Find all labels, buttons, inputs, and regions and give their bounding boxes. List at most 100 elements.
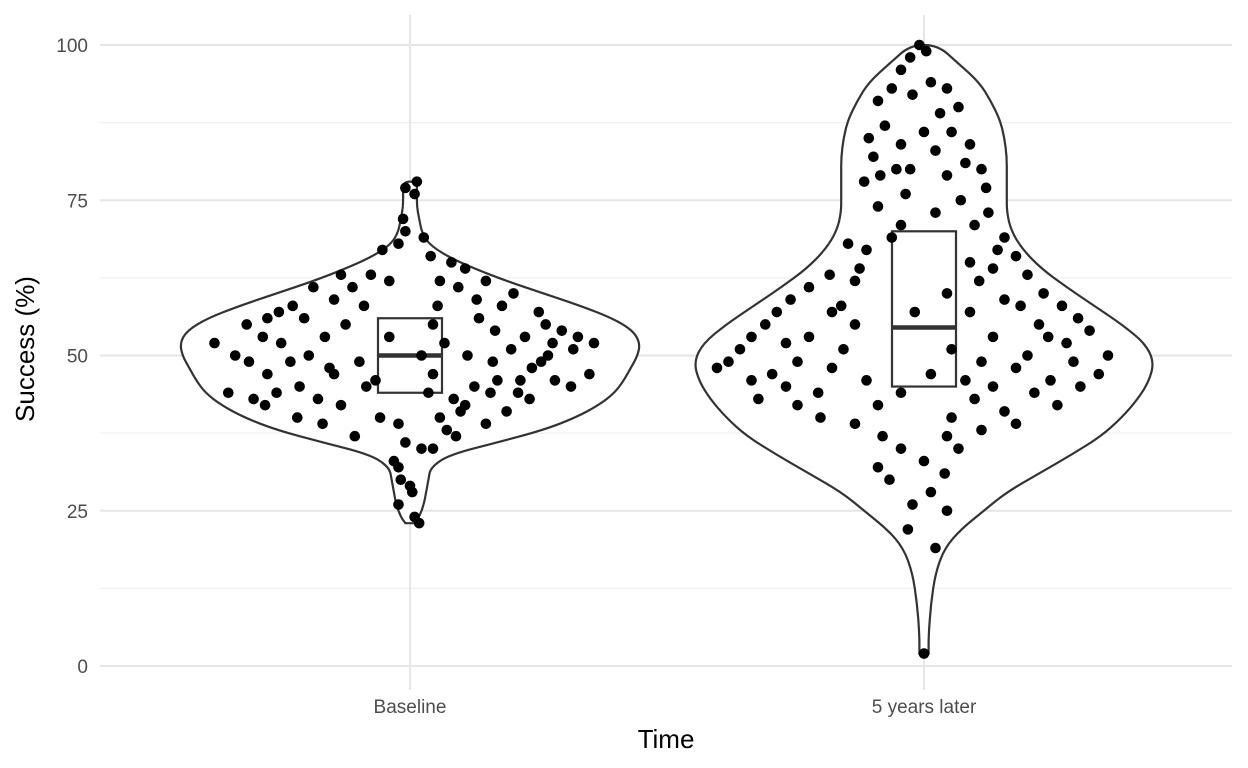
data-point — [393, 461, 404, 473]
data-point — [812, 387, 824, 399]
data-point — [349, 430, 361, 442]
data-point — [241, 319, 252, 330]
data-point — [964, 139, 976, 150]
data-point — [358, 300, 370, 312]
data-point — [374, 412, 386, 423]
data-point — [1061, 337, 1072, 349]
data-point — [354, 356, 365, 368]
data-point — [930, 542, 941, 554]
data-point — [902, 524, 914, 535]
data-point — [987, 331, 999, 343]
data-point — [964, 257, 976, 268]
data-point — [900, 188, 911, 200]
data-point — [946, 412, 957, 423]
data-point — [480, 418, 492, 430]
data-point — [262, 368, 273, 380]
data-point — [907, 89, 918, 100]
data-point — [1022, 350, 1033, 361]
data-point — [526, 362, 538, 374]
data-point — [803, 331, 815, 343]
data-point — [335, 269, 347, 281]
data-point — [1052, 399, 1063, 411]
data-point — [815, 412, 826, 423]
data-point — [328, 294, 340, 305]
data-point — [434, 275, 446, 287]
data-points — [209, 39, 1114, 659]
data-point — [925, 76, 937, 88]
data-point — [427, 319, 439, 330]
data-point — [487, 356, 499, 368]
data-point — [294, 381, 305, 392]
data-point — [941, 83, 953, 94]
data-point — [324, 362, 335, 374]
data-point — [572, 331, 584, 343]
data-point — [803, 281, 815, 293]
data-point — [319, 331, 331, 343]
data-point — [960, 375, 971, 386]
data-point — [229, 350, 241, 361]
data-point — [312, 393, 324, 405]
data-point — [858, 176, 870, 187]
data-point — [838, 343, 849, 355]
data-point — [459, 263, 471, 274]
data-point — [987, 381, 999, 392]
data-point — [849, 319, 861, 330]
data-point — [547, 337, 558, 349]
data-point — [446, 257, 457, 268]
y-axis-title: Success (%) — [10, 276, 40, 422]
data-point — [584, 368, 595, 380]
data-point — [914, 39, 925, 51]
y-tick-label: 25 — [67, 502, 88, 523]
data-point — [413, 517, 425, 529]
data-point — [439, 337, 450, 349]
data-point — [1038, 288, 1049, 299]
data-point — [400, 182, 411, 194]
data-point — [969, 219, 980, 231]
data-point — [448, 393, 460, 405]
data-point — [384, 275, 395, 287]
data-point — [918, 126, 930, 138]
data-point — [895, 443, 907, 454]
data-point — [489, 325, 501, 336]
data-point — [508, 288, 519, 299]
data-point — [416, 443, 427, 454]
data-point — [287, 300, 299, 312]
data-point — [384, 331, 395, 343]
data-point — [946, 343, 957, 355]
data-point — [512, 387, 524, 399]
data-point — [259, 399, 271, 411]
data-point — [824, 269, 835, 281]
data-point — [976, 356, 987, 368]
x-axis-ticks: Baseline 5 years later — [374, 697, 977, 718]
data-point — [973, 275, 985, 287]
data-point — [1029, 387, 1040, 399]
data-point — [964, 306, 976, 318]
data-point — [766, 368, 778, 380]
data-point — [275, 337, 287, 349]
data-point — [868, 151, 879, 163]
data-point — [409, 188, 420, 200]
data-point — [455, 406, 466, 417]
data-point — [434, 412, 446, 423]
data-point — [746, 375, 757, 386]
data-point — [427, 443, 439, 454]
data-point — [918, 648, 930, 659]
data-point — [895, 387, 907, 399]
y-tick-label: 50 — [67, 347, 88, 368]
data-point — [335, 399, 347, 411]
data-point — [505, 343, 517, 355]
data-point — [418, 232, 430, 243]
x-axis-title: Time — [638, 724, 695, 754]
data-point — [462, 350, 473, 361]
data-point — [535, 356, 547, 368]
data-point — [393, 418, 404, 430]
data-point — [485, 387, 496, 399]
data-point — [826, 362, 838, 374]
data-point — [473, 312, 485, 324]
data-point — [960, 157, 971, 169]
data-point — [425, 250, 437, 262]
data-point — [395, 474, 407, 486]
data-point — [842, 238, 854, 250]
data-point — [556, 325, 568, 336]
